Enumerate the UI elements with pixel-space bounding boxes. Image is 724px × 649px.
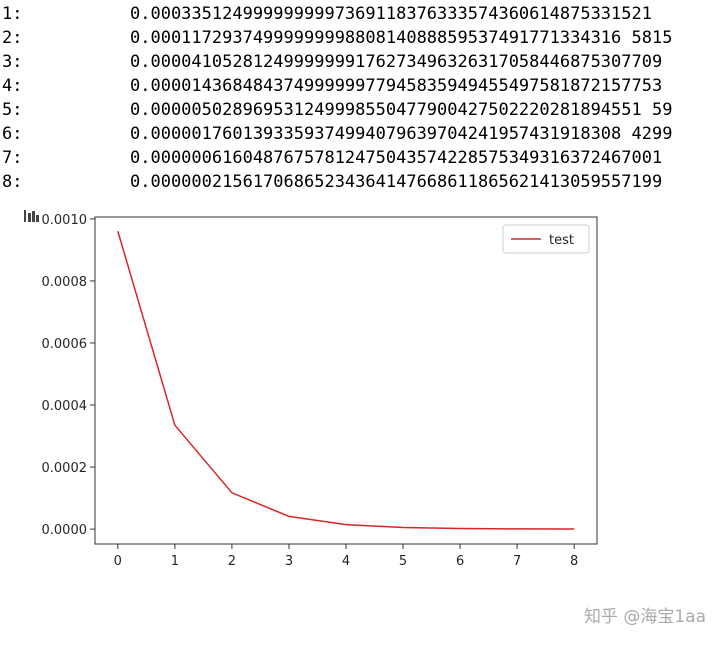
x-tick-label: 5 [399,554,407,569]
line-series [117,231,575,530]
x-tick-label: 8 [570,554,578,569]
line-value: 0.00000021561706865234364147668611865621… [130,172,662,192]
chart-icon [24,210,39,222]
plot-frame [94,216,598,545]
x-tick-label: 4 [342,554,350,569]
legend-label: test [549,233,574,248]
y-tick-label: 0.0008 [42,275,88,290]
y-tick-label: 0.0004 [42,399,88,414]
line-label: 8: [2,172,22,192]
y-tick-label: 0.0000 [42,523,88,538]
line-label: 6: [2,124,22,144]
line-value: 0.00001436848437499999977945835949455497… [130,76,662,96]
x-tick-label: 2 [228,554,236,569]
x-tick-label: 0 [114,554,122,569]
line-label: 4: [2,76,22,96]
y-tick-label: 0.0010 [42,213,88,228]
line-value: 0.00000502896953124999855047790042750222… [130,100,672,120]
y-tick-label: 0.0006 [42,337,88,352]
line-value: 0.00000061604876757812475043574228575349… [130,148,662,168]
line-value: 0.00011729374999999998808140888595374917… [130,28,672,48]
line-label: 5: [2,100,22,120]
line-label: 1: [2,4,22,24]
x-tick-label: 3 [285,554,293,569]
x-tick-label: 7 [513,554,521,569]
legend-box [502,224,590,254]
watermark: 知乎 @海宝1aa [584,607,706,627]
y-tick-label: 0.0002 [42,461,88,476]
x-tick-label: 6 [456,554,464,569]
line-value: 0.00033512499999999973691183763335743606… [130,4,652,24]
x-tick-label: 1 [171,554,179,569]
line-value: 0.00004105281249999999176273496326317058… [130,52,662,72]
line-label: 3: [2,52,22,72]
line-value: 0.00000176013933593749940796397042419574… [130,124,672,144]
line-label: 2: [2,28,22,48]
line-label: 7: [2,148,22,168]
